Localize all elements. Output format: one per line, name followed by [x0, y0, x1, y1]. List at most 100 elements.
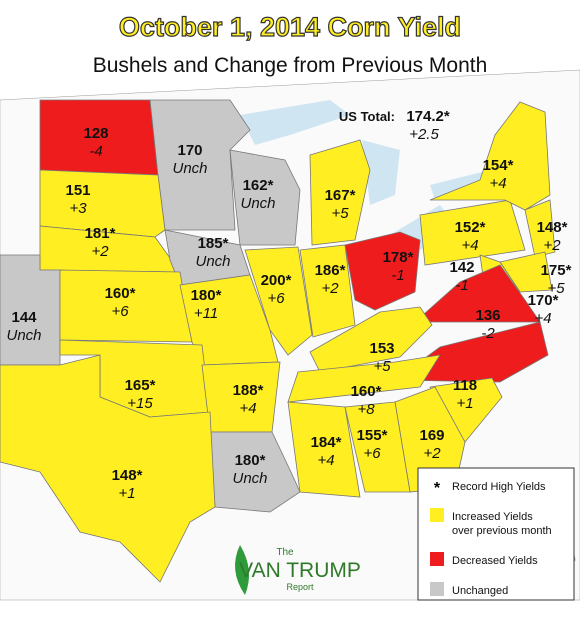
state-change: +4 [534, 310, 551, 327]
us-total-value: 174.2* [406, 108, 450, 125]
state-yield: 144 [11, 309, 37, 326]
state-yield: 169 [419, 427, 444, 444]
state-change: +2 [543, 237, 561, 254]
logo-icon [235, 545, 249, 595]
state-change: +5 [331, 205, 349, 222]
state-yield: 142 [449, 259, 474, 276]
legend-box [417, 467, 575, 601]
state-yield: 160* [105, 285, 136, 302]
lake-superior [240, 100, 350, 145]
legend-label: over previous month [452, 525, 552, 537]
state [287, 354, 441, 403]
lake-ontario [430, 170, 490, 200]
state-change: +4 [239, 400, 256, 417]
state-change: Unch [195, 253, 230, 270]
legend-label: Decreased Yields [452, 555, 538, 567]
legend-swatch [430, 552, 444, 566]
state-yield: 155* [357, 427, 388, 444]
state-change: +1 [118, 485, 135, 502]
state-change: +4 [489, 175, 506, 192]
state [524, 199, 556, 258]
state-yield: 175* [541, 262, 572, 279]
state-change: +2 [91, 243, 109, 260]
legend-label: Unchanged [452, 585, 508, 597]
state [0, 354, 216, 583]
state-change: +6 [363, 445, 381, 462]
state-change: +4 [461, 237, 478, 254]
state-change: +1 [456, 395, 473, 412]
state-yield: 153 [369, 340, 394, 357]
state-change: +4 [317, 452, 334, 469]
state-change: +6 [111, 303, 129, 320]
state-yield: 200* [261, 272, 292, 289]
state-change: Unch [6, 327, 41, 344]
logo-bottom: Report [286, 582, 314, 592]
legend-symbol: * [434, 480, 441, 497]
state [429, 101, 551, 211]
subtitle: Bushels and Change from Previous Month [93, 54, 488, 77]
state-change: +11 [194, 305, 218, 322]
state-yield: 154* [483, 157, 514, 174]
state-yield: 160* [351, 383, 382, 400]
state-yield: 184* [311, 434, 342, 451]
state [419, 199, 526, 266]
state [309, 139, 371, 246]
state-change: Unch [232, 470, 267, 487]
state-yield: 136 [475, 307, 500, 324]
state-change: +3 [69, 200, 87, 217]
state-yield: 188* [233, 382, 264, 399]
title: October 1, 2014 Corn Yield [119, 12, 461, 42]
legend-swatch [430, 508, 444, 522]
state-yield: 178* [383, 249, 414, 266]
state-yield: 118 [453, 377, 477, 394]
state-change: +5 [373, 358, 391, 375]
state [244, 246, 313, 356]
logo-top: The [276, 547, 294, 558]
state-yield: 167* [325, 187, 356, 204]
us-total-label: US Total: [339, 109, 395, 124]
state [287, 401, 361, 498]
state-yield: 162* [243, 177, 274, 194]
legend-swatch [430, 582, 444, 596]
logo: The VAN TRUMP Report [235, 545, 361, 595]
state [344, 231, 421, 311]
state-yield: 152* [455, 219, 486, 236]
logo-name: VAN TRUMP [239, 559, 361, 582]
state-change: -2 [481, 325, 495, 342]
state-change: +5 [547, 280, 565, 297]
state-yield: 185* [198, 235, 229, 252]
state-yield: 181* [85, 225, 116, 242]
lake-huron [362, 140, 400, 205]
legend-label: Increased Yields [452, 511, 533, 523]
state-yield: 180* [191, 287, 222, 304]
state-yield: 165* [125, 377, 156, 394]
state-yield: 148* [112, 467, 143, 484]
state [413, 264, 541, 323]
us-total-change: +2.5 [409, 126, 439, 143]
state-change: +15 [127, 395, 153, 412]
state [344, 401, 411, 493]
state-change: +8 [357, 401, 375, 418]
state-yield: 180* [235, 452, 266, 469]
legend-label: Record High Yields [452, 481, 546, 493]
state-yield: 170 [177, 142, 202, 159]
state-change: Unch [240, 195, 275, 212]
state [299, 244, 356, 338]
state-change: -1 [391, 267, 404, 284]
state-change: -1 [455, 277, 468, 294]
state-yield: 186* [315, 262, 346, 279]
state-change: +6 [267, 290, 285, 307]
state-yield: 151 [65, 182, 90, 199]
state-change: +2 [423, 445, 441, 462]
state-change: Unch [172, 160, 207, 177]
state-yield: 128 [83, 125, 108, 142]
state [39, 169, 166, 238]
state-change: +2 [321, 280, 339, 297]
legend: * Record High Yields Increased Yields over … [430, 480, 552, 597]
state-change: -4 [89, 143, 102, 160]
state [229, 149, 301, 246]
state-yield: 170* [528, 292, 559, 309]
state-yield: 148* [537, 219, 568, 236]
